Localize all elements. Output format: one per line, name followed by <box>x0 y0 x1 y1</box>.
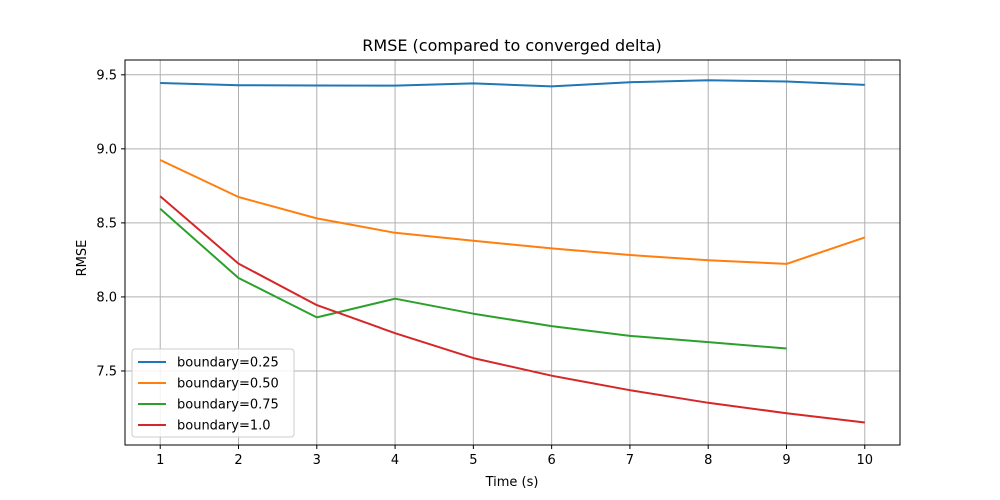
legend: boundary=0.25 boundary=0.50 boundary=0.75 b… <box>131 348 295 438</box>
chart-title: RMSE (compared to converged delta) <box>362 36 661 55</box>
x-tick-label: 8 <box>704 453 712 468</box>
x-tick-label: 4 <box>391 453 399 468</box>
y-axis-title: RMSE <box>75 240 90 277</box>
x-tick-label: 3 <box>313 453 321 468</box>
legend-label: boundary=0.75 <box>177 398 279 413</box>
y-tick-label: 9.5 <box>96 68 117 83</box>
x-tick-label: 10 <box>856 453 873 468</box>
x-tick-label: 2 <box>234 453 242 468</box>
x-tick-label: 6 <box>548 453 556 468</box>
x-axis-title: Time (s) <box>485 475 539 490</box>
series-line-4 <box>159 195 865 424</box>
x-tick-label: 5 <box>469 453 477 468</box>
y-tick-label: 8.0 <box>96 290 117 305</box>
x-tick-label: 1 <box>156 453 164 468</box>
y-tick-label: 7.5 <box>96 364 117 379</box>
axis-ticks: 1 2 3 4 5 6 7 8 9 10 7.5 8.0 8.5 9.0 9.5 <box>96 68 873 468</box>
y-tick-label: 9.0 <box>96 142 117 157</box>
series-line-2 <box>159 159 866 265</box>
x-tick-label: 7 <box>626 453 634 468</box>
legend-label: boundary=0.25 <box>177 356 279 371</box>
y-tick-label: 8.5 <box>96 216 117 231</box>
legend-label: boundary=1.0 <box>177 419 271 434</box>
series-line-1 <box>160 79 865 88</box>
legend-label: boundary=0.50 <box>177 377 279 392</box>
legend-box <box>131 348 295 438</box>
plot-frame <box>124 59 901 446</box>
x-tick-label: 9 <box>782 453 790 468</box>
series-layer <box>159 79 866 424</box>
